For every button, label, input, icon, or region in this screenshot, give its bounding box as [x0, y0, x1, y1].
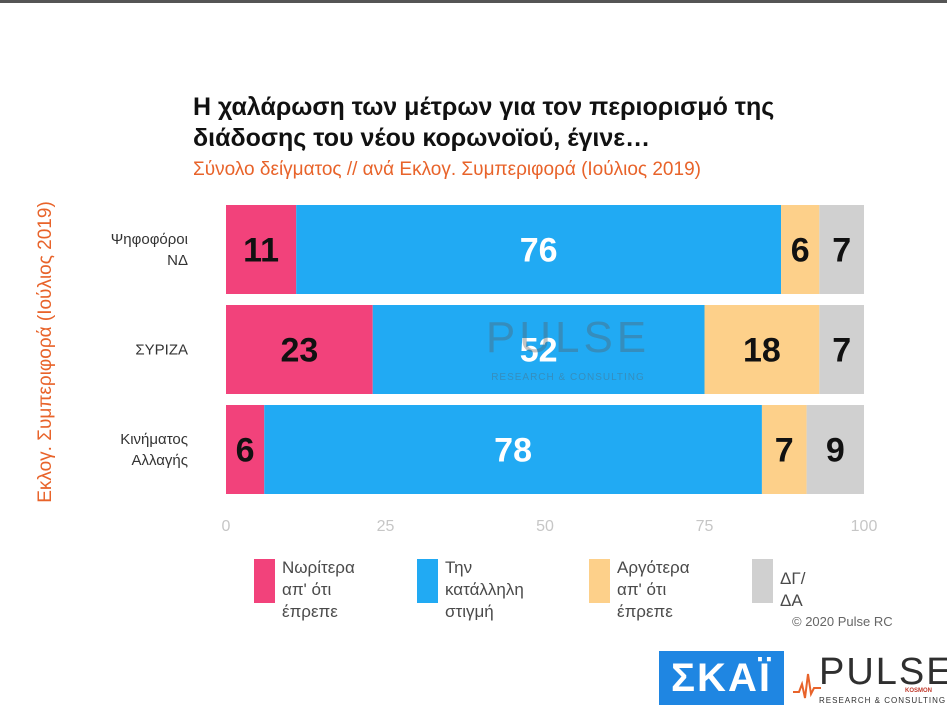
bar-segment [761, 405, 807, 494]
copyright-text: © 2020 Pulse RC [792, 614, 893, 629]
pulse-logo-tag: KOSMON [905, 688, 932, 694]
chart-title: Η χαλάρωση των μέτρων για τον περιορισμό… [193, 93, 775, 152]
pulse-logo-name: PULSE [819, 651, 947, 693]
data-label: 76 [520, 232, 558, 270]
pulse-logo: PULSE KOSMON RESEARCH & CONSULTING [793, 652, 947, 708]
watermark-subtitle: RESEARCH & CONSULTING [491, 372, 645, 383]
x-tick-label: 0 [222, 518, 231, 535]
data-label: 7 [832, 232, 851, 270]
pulse-logo-subtitle: RESEARCH & CONSULTING [819, 696, 947, 705]
data-label: 52 [520, 332, 558, 370]
legend-swatch [752, 559, 773, 603]
legend-label: Αργότερα απ' ότι έπρεπε [617, 558, 690, 621]
data-label: 11 [243, 232, 279, 270]
bar-segment [264, 405, 762, 494]
bar-segment [226, 405, 265, 494]
legend-swatch [589, 559, 610, 603]
pulse-wave-icon [793, 673, 821, 699]
data-label: 78 [494, 432, 532, 470]
data-label: 9 [826, 432, 845, 470]
data-label: 23 [280, 332, 318, 370]
bar-segment [372, 305, 705, 394]
bar-segment [226, 305, 373, 394]
bar-segment [819, 305, 864, 394]
top-rule [0, 0, 947, 3]
bar-segment [806, 405, 864, 494]
x-tick-label: 75 [696, 518, 714, 535]
x-tick-label: 25 [377, 518, 395, 535]
x-tick-label: 50 [536, 518, 554, 535]
data-label: 7 [832, 332, 851, 370]
legend-label: Νωρίτερα απ' ότι έπρεπε [282, 558, 355, 621]
data-label: 6 [236, 432, 255, 470]
bar-segment [819, 205, 864, 294]
legend-label: Την κατάλληλη στιγμή [445, 558, 524, 621]
x-tick-label: 100 [851, 518, 878, 535]
bar-segment [226, 205, 297, 294]
bar-segment [296, 205, 782, 294]
chart-subtitle: Σύνολο δείγματος // ανά Εκλογ. Συμπεριφο… [193, 159, 701, 180]
data-label: 7 [775, 432, 794, 470]
skai-logo: ΣΚΑΪ [659, 651, 784, 705]
bar-segment [704, 305, 820, 394]
legend-swatch [417, 559, 438, 603]
bar-segment [781, 205, 820, 294]
category-label: Κινήματος Αλλαγής [120, 431, 188, 469]
legend-label: ΔΓ/ΔΑ [780, 569, 806, 610]
data-label: 18 [743, 332, 781, 370]
data-label: 6 [791, 232, 810, 270]
watermark-name: PULSE [486, 313, 650, 362]
legend-swatch [254, 559, 275, 603]
category-label: Ψηφοφόροι ΝΔ [111, 231, 188, 269]
category-label: ΣΥΡΙΖΑ [135, 342, 188, 359]
